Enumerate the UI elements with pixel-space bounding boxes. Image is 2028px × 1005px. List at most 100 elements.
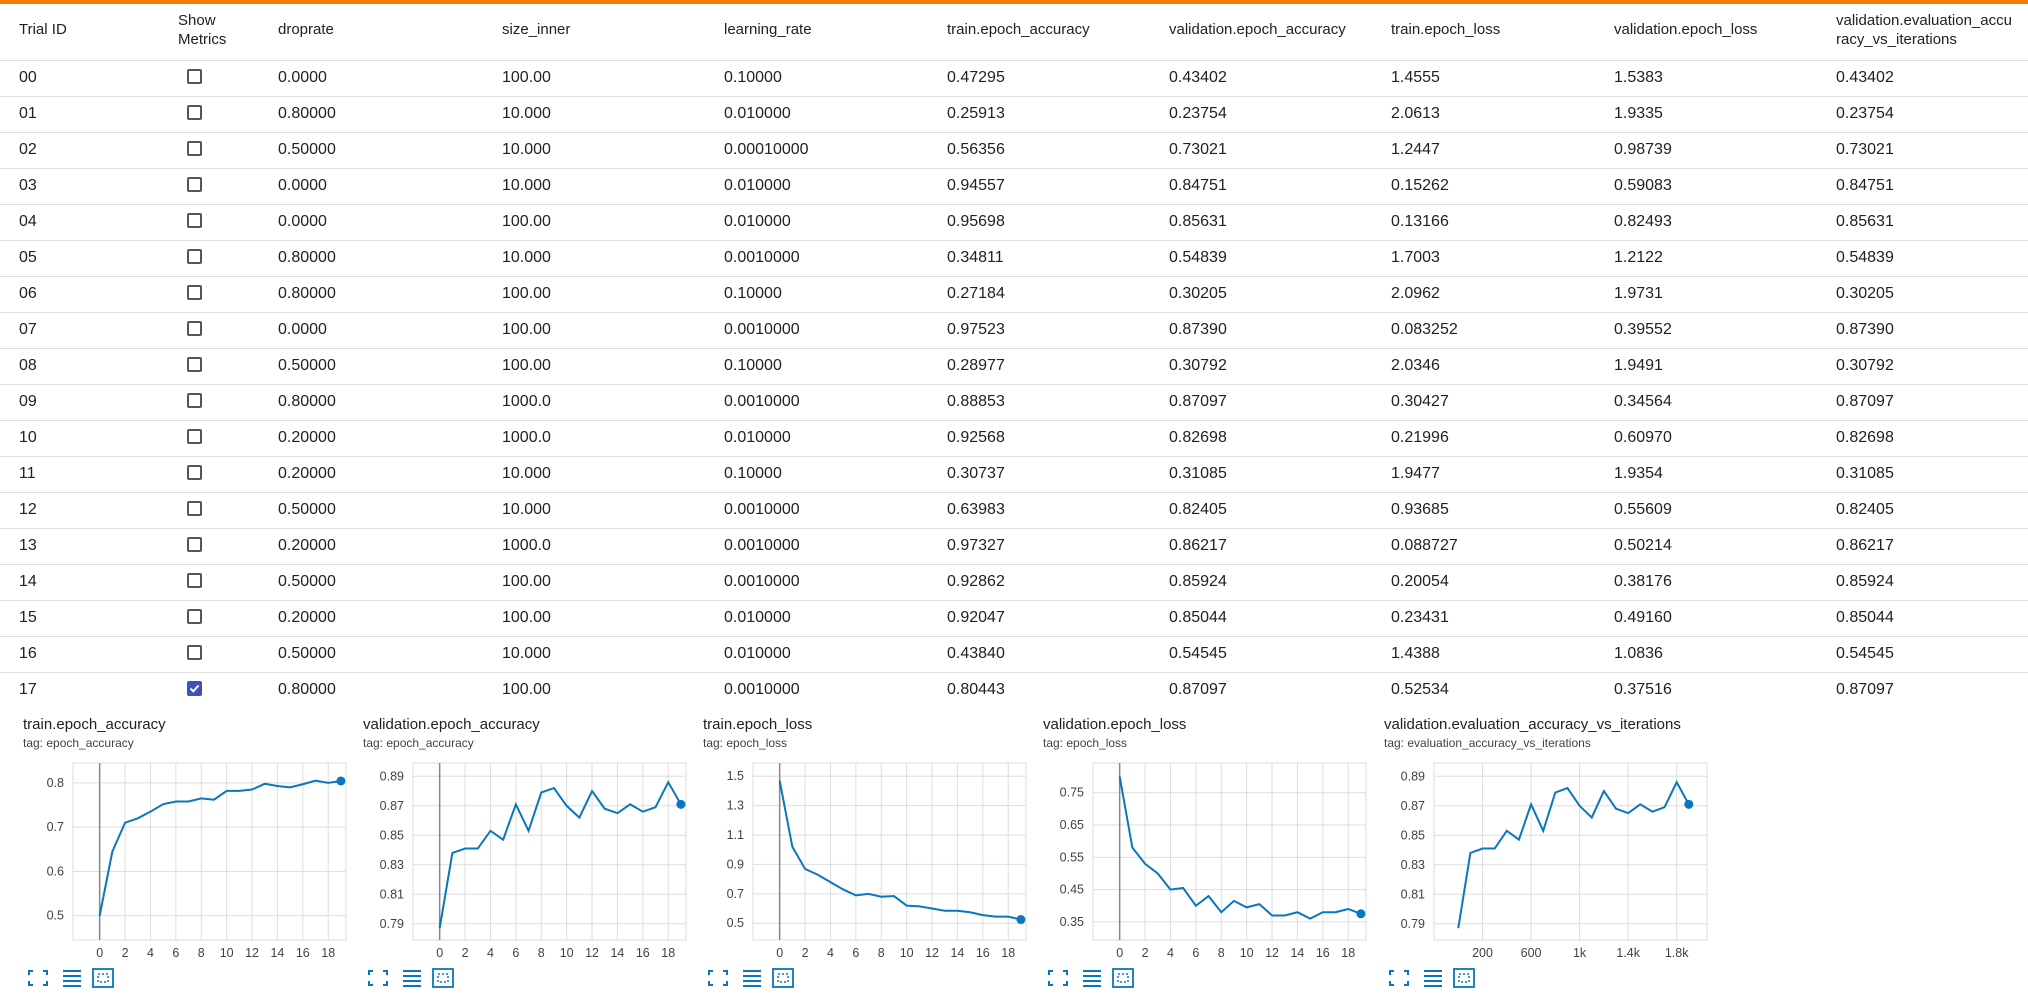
- fit-domain-button[interactable]: [772, 968, 794, 988]
- x-tick-label: 2: [122, 946, 129, 960]
- table-cell: 0.63983: [947, 500, 1005, 518]
- show-metrics-checkbox[interactable]: [187, 644, 202, 660]
- plot-frame: [752, 762, 1027, 941]
- table-cell: 0.50214: [1614, 536, 1672, 554]
- fit-domain-button[interactable]: [1453, 968, 1475, 988]
- show-metrics-checkbox[interactable]: [187, 356, 202, 372]
- table-cell: 0.25913: [947, 104, 1005, 122]
- fullscreen-button[interactable]: [368, 970, 388, 986]
- y-tick-label: 0.5: [47, 909, 64, 923]
- table-cell: 0.85044: [1836, 608, 1894, 626]
- row-divider: [0, 671, 2028, 673]
- table-cell: 01: [19, 104, 37, 122]
- table-cell: 1.7003: [1391, 248, 1440, 266]
- x-tick-label: 1k: [1573, 946, 1587, 960]
- show-metrics-checkbox[interactable]: [187, 284, 202, 300]
- table-cell: 0.30205: [1169, 284, 1227, 302]
- show-metrics-checkbox[interactable]: [187, 68, 202, 84]
- x-tick-label: 18: [1341, 946, 1355, 960]
- table-cell: 0.38176: [1614, 572, 1672, 590]
- x-tick-label: 18: [1001, 946, 1015, 960]
- show-metrics-checkbox[interactable]: [187, 428, 202, 444]
- show-metrics-checkbox[interactable]: [187, 572, 202, 588]
- x-tick-label: 2: [1142, 946, 1149, 960]
- table-cell: 0.93685: [1391, 500, 1449, 518]
- show-metrics-checkbox[interactable]: [187, 464, 202, 480]
- chart: validation.evaluation_accuracy_vs_iterat…: [1384, 716, 1708, 988]
- table-cell: 0.31085: [1169, 464, 1227, 482]
- table-cell: 0.20000: [278, 464, 336, 482]
- show-metrics-checkbox[interactable]: [187, 104, 202, 120]
- table-cell: 15: [19, 608, 37, 626]
- table-cell: 0.43402: [1169, 68, 1227, 86]
- table-cell: 0.97523: [947, 320, 1005, 338]
- fit-domain-button[interactable]: [1112, 968, 1134, 988]
- table-cell: 0.85631: [1836, 212, 1894, 230]
- metric-line: [98, 779, 342, 916]
- show-metrics-checkbox[interactable]: [187, 176, 202, 192]
- show-metrics-checkbox[interactable]: [187, 320, 202, 336]
- table-cell: 0.27184: [947, 284, 1005, 302]
- column-header-text: droprate: [278, 21, 334, 38]
- show-metrics-checkbox[interactable]: [187, 392, 202, 408]
- table-cell: 0.87390: [1169, 320, 1227, 338]
- icon: [777, 973, 789, 983]
- column-header-text: validation.epoch_loss: [1614, 21, 1758, 38]
- table-cell: 0.010000: [724, 176, 791, 194]
- table-cell: 0.083252: [1391, 320, 1458, 338]
- x-tick-label: 12: [585, 946, 599, 960]
- x-tick-label: 16: [636, 946, 650, 960]
- show-metrics-checkbox[interactable]: [187, 608, 202, 624]
- row-divider: [0, 59, 2028, 61]
- log-scale-button[interactable]: [743, 970, 761, 987]
- icon: [1117, 973, 1129, 983]
- table-cell: 0.00010000: [724, 140, 809, 158]
- progress-bar: [0, 0, 2028, 4]
- show-metrics-checkbox[interactable]: [187, 248, 202, 264]
- fullscreen-button[interactable]: [708, 970, 728, 986]
- table-cell: 100.00: [502, 608, 551, 626]
- table-cell: 0.20000: [278, 608, 336, 626]
- icon: [368, 970, 388, 986]
- fullscreen-button[interactable]: [28, 970, 48, 986]
- table-cell: 0.87097: [1836, 680, 1894, 698]
- table-cell: 0.85924: [1169, 572, 1227, 590]
- fit-domain-button[interactable]: [92, 968, 114, 988]
- show-metrics-checkbox[interactable]: [187, 140, 202, 156]
- checkmark: [189, 684, 200, 693]
- column-header: learning_rate: [724, 0, 924, 59]
- table-cell: 0.0010000: [724, 536, 800, 554]
- icon: [1458, 973, 1470, 983]
- x-tick-label: 10: [1240, 946, 1254, 960]
- last-point-marker: [1356, 909, 1366, 919]
- show-metrics-checkbox[interactable]: [187, 680, 202, 696]
- fit-domain-button[interactable]: [432, 968, 454, 988]
- fullscreen-button[interactable]: [1389, 970, 1409, 986]
- column-header: validation.epoch_loss: [1614, 0, 1814, 59]
- fullscreen-button[interactable]: [1048, 970, 1068, 986]
- x-tick-label: 16: [296, 946, 310, 960]
- table-cell: 0.31085: [1836, 464, 1894, 482]
- y-tick-label: 0.83: [380, 858, 404, 872]
- table-cell: 100.00: [502, 680, 551, 698]
- table-cell: 0.80000: [278, 248, 336, 266]
- table-cell: 1.5383: [1614, 68, 1663, 86]
- x-tick-label: 14: [1290, 946, 1304, 960]
- table-cell: 0.30792: [1169, 356, 1227, 374]
- table-cell: 17: [19, 680, 37, 698]
- table-cell: 0.54545: [1836, 644, 1894, 662]
- table-cell: 10.000: [502, 104, 551, 122]
- show-metrics-checkbox[interactable]: [187, 536, 202, 552]
- log-scale-button[interactable]: [1424, 970, 1442, 987]
- table-cell: 09: [19, 392, 37, 410]
- log-scale-button[interactable]: [63, 970, 81, 987]
- show-metrics-checkbox[interactable]: [187, 212, 202, 228]
- row-divider: [0, 383, 2028, 385]
- log-scale-button[interactable]: [1083, 970, 1101, 987]
- log-scale-button[interactable]: [403, 970, 421, 987]
- plot-frame: [412, 762, 687, 941]
- x-tick-label: 600: [1521, 946, 1542, 960]
- table-cell: 0.10000: [724, 284, 782, 302]
- x-tick-label: 8: [1218, 946, 1225, 960]
- show-metrics-checkbox[interactable]: [187, 500, 202, 516]
